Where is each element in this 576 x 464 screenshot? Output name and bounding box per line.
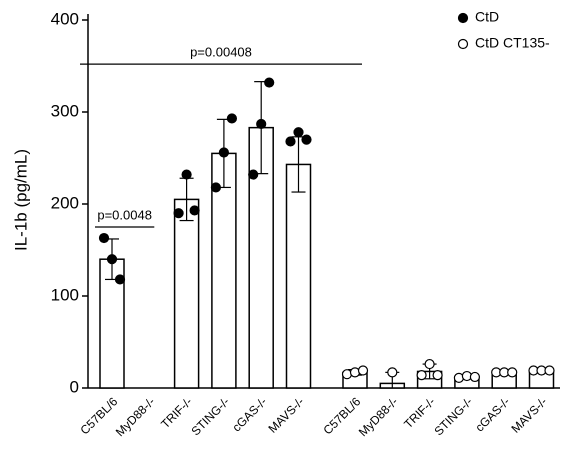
data-point [106, 254, 118, 265]
data-point [387, 367, 398, 378]
y-tick-label: 300 [51, 101, 79, 120]
data-point [189, 205, 200, 216]
x-tick-label: cGAS-/- [472, 394, 512, 434]
x-tick-label: MAVS-/- [509, 394, 550, 435]
data-point [544, 365, 555, 376]
data-point [285, 136, 296, 147]
data-point [357, 365, 369, 376]
data-point [114, 274, 126, 285]
data-point [301, 134, 312, 145]
y-tick-label: 0 [70, 377, 79, 396]
x-tick-label: TRIF-/- [401, 394, 438, 431]
data-point [98, 232, 110, 244]
data-point [416, 370, 427, 381]
data-point [469, 371, 480, 383]
data-point [181, 169, 192, 180]
legend-label: CtD CT135- [475, 35, 550, 51]
data-point [248, 169, 259, 180]
legend-label: CtD [475, 9, 499, 25]
data-point [218, 147, 229, 158]
data-point [210, 182, 221, 193]
legend-marker [457, 38, 469, 50]
x-tick-label: cGAS-/- [229, 394, 269, 434]
y-tick-label: 200 [51, 193, 79, 212]
data-point [293, 127, 304, 138]
x-tick-label: STING-/- [431, 394, 475, 438]
y-axis-label: IL-1b (pg/mL) [11, 149, 30, 251]
x-tick-label: TRIF-/- [158, 394, 195, 431]
p-value: p=0.00408 [190, 45, 252, 60]
x-tick-label: MAVS-/- [266, 394, 307, 435]
data-point [424, 358, 435, 370]
x-tick-label: MyD88-/- [113, 394, 158, 439]
p-value: p=0.0048 [97, 207, 152, 222]
data-point [256, 118, 267, 130]
data-point [432, 370, 443, 381]
data-point [226, 113, 237, 124]
x-tick-label: STING-/- [188, 394, 232, 438]
legend-marker [457, 12, 469, 24]
x-tick-label: MyD88-/- [356, 394, 401, 439]
bar [285, 163, 312, 389]
y-tick-label: 100 [51, 285, 79, 304]
y-tick-label: 400 [51, 9, 79, 28]
bar [173, 198, 200, 389]
data-point [507, 367, 518, 378]
data-point [173, 208, 184, 219]
data-point [264, 77, 275, 88]
